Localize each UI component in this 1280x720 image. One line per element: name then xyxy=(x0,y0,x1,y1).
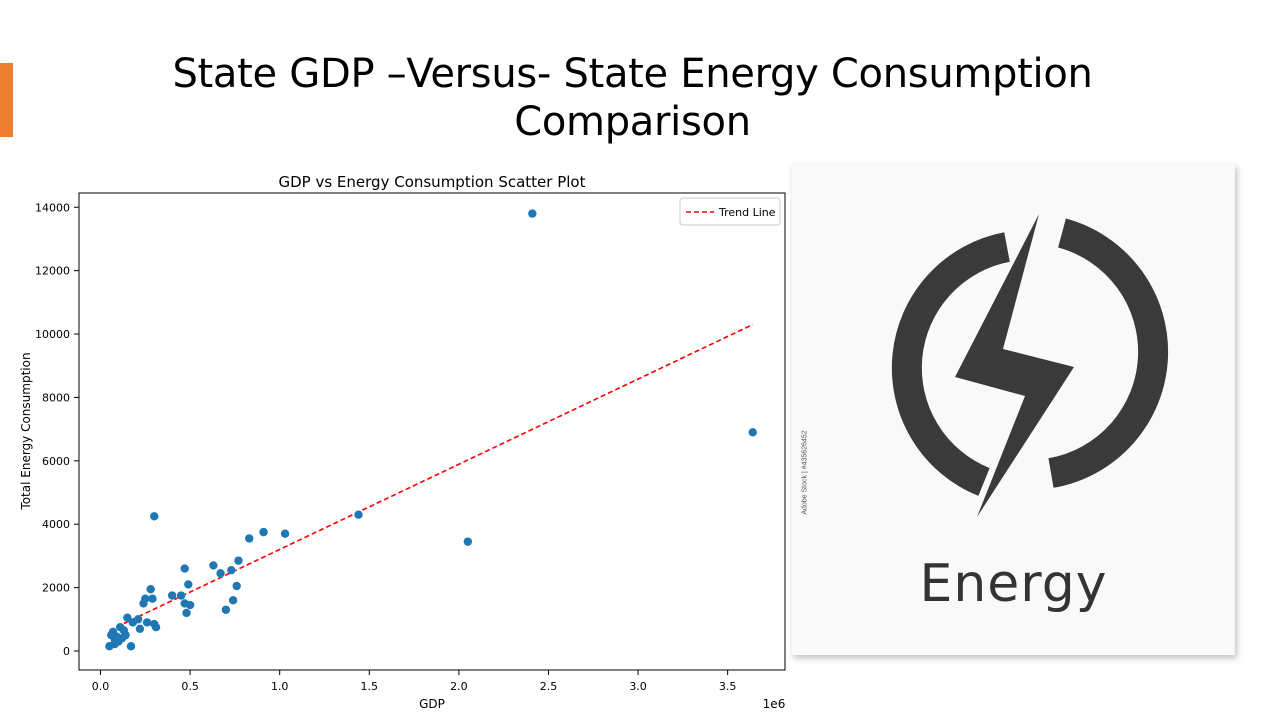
legend-box xyxy=(679,197,781,226)
scatter-point xyxy=(184,580,193,589)
scatter-point xyxy=(123,613,132,622)
x-tick-label: 2.0 xyxy=(450,680,468,693)
scatter-point xyxy=(146,584,155,594)
slide-title-line2: Comparison xyxy=(514,99,751,145)
x-tick-label: 0.0 xyxy=(92,680,110,693)
scatter-point xyxy=(180,564,189,573)
y-tick-label: 0 xyxy=(63,645,70,658)
scatter-point xyxy=(234,556,243,565)
scatter-points xyxy=(105,209,757,651)
accent-bar xyxy=(0,63,13,137)
y-tick-label: 6000 xyxy=(42,455,70,468)
x-tick-label: 0.5 xyxy=(181,680,199,693)
x-offset-label: 1e6 xyxy=(763,697,786,711)
stock-credit: Adobe Stock | #435626452 xyxy=(801,430,809,515)
energy-ring-right-arc xyxy=(1048,218,1169,488)
scatter-point xyxy=(182,608,191,618)
scatter-point xyxy=(151,623,161,632)
x-tick-label: 2.5 xyxy=(540,680,558,693)
scatter-point xyxy=(232,581,241,591)
y-tick-label: 14000 xyxy=(35,201,70,214)
y-ticks: 0 2000 4000 6000 8000 10000 12000 14000 xyxy=(35,201,79,658)
scatter-point xyxy=(142,618,152,627)
scatter-point xyxy=(167,591,177,600)
scatter-point xyxy=(245,534,254,543)
legend-trend-label: Trend Line xyxy=(718,206,776,219)
y-tick-label: 10000 xyxy=(35,328,70,341)
scatter-point xyxy=(141,594,150,603)
scatter-point xyxy=(133,615,143,624)
scatter-point xyxy=(280,529,290,538)
y-axis-label: Total Energy Consumption xyxy=(19,352,33,510)
scatter-point xyxy=(185,600,195,610)
energy-image: Energy Adobe Stock | #435626452 xyxy=(792,164,1235,655)
scatter-point xyxy=(221,605,231,614)
chart-svg: GDP vs Energy Consumption Scatter Plot 0… xyxy=(19,173,786,711)
scatter-point xyxy=(150,512,159,521)
scatter-point xyxy=(528,209,537,218)
scatter-point xyxy=(176,591,186,600)
energy-ring-left-arc xyxy=(891,232,1011,496)
scatter-point xyxy=(126,642,136,651)
trend-line xyxy=(109,323,754,632)
y-tick-label: 8000 xyxy=(42,391,70,404)
x-tick-label: 3.5 xyxy=(719,680,737,693)
x-tick-label: 1.0 xyxy=(271,680,289,693)
scatter-point xyxy=(259,527,268,537)
trend-line-group xyxy=(109,323,754,632)
x-tick-label: 1.5 xyxy=(361,680,379,693)
scatter-point xyxy=(216,569,225,578)
scatter-point xyxy=(228,596,238,605)
chart-title: GDP vs Energy Consumption Scatter Plot xyxy=(278,173,585,191)
scatter-point xyxy=(748,428,757,437)
scatter-point xyxy=(121,630,130,640)
slide-title: State GDP –Versus- State Energy Consumpt… xyxy=(90,50,1175,146)
scatter-point xyxy=(148,594,157,603)
scatter-point xyxy=(209,561,218,570)
y-tick-label: 12000 xyxy=(35,265,70,278)
plot-frame xyxy=(78,192,786,671)
x-tick-label: 3.0 xyxy=(629,680,647,693)
scatter-point xyxy=(463,537,473,546)
y-tick-label: 4000 xyxy=(42,518,70,531)
y-tick-label: 2000 xyxy=(42,582,70,595)
energy-word: Energy xyxy=(919,554,1108,614)
lightning-bolt-shape xyxy=(955,214,1074,517)
x-axis-label: GDP xyxy=(419,697,445,711)
scatter-point xyxy=(354,510,363,519)
slide-title-line1: State GDP –Versus- State Energy Consumpt… xyxy=(172,51,1093,97)
legend: Trend Line xyxy=(679,197,781,226)
scatter-point xyxy=(135,624,145,633)
lightning-bolt-in-circle-icon xyxy=(891,214,1169,517)
x-ticks: 0.0 0.5 1.0 1.5 2.0 2.5 3.0 3.5 xyxy=(92,670,737,693)
scatter-point xyxy=(227,565,236,575)
scatter-chart: GDP vs Energy Consumption Scatter Plot 0… xyxy=(10,160,790,715)
